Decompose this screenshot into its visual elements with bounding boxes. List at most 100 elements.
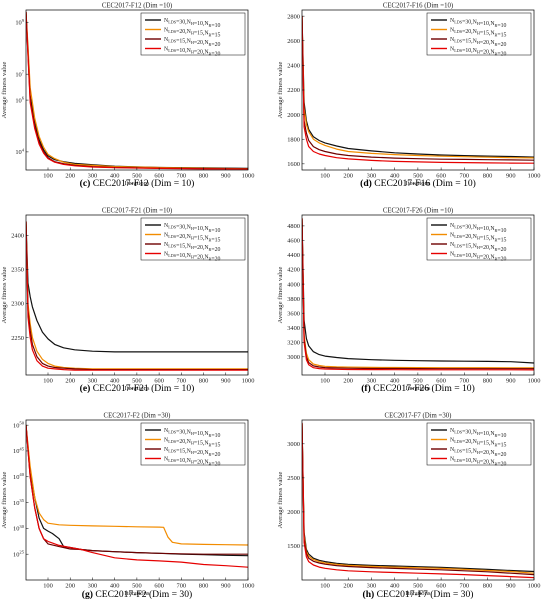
y-axis-label: Average fitness value [277,267,284,324]
y-tick-label: 1045 [13,446,25,455]
x-axis-label: Iterations [125,590,150,597]
x-tick-label: 400 [390,583,400,590]
x-tick-label: 600 [154,173,164,180]
legend-entry: NLDS=30,NH=10,NR=10 [164,18,221,29]
x-tick-label: 200 [343,378,353,385]
chart-panel-d: CEC2017-F16 (Dim =10) 100 200 300 400 500 600 7… [277,3,540,190]
series-line-2 [26,221,248,370]
y-tick-label: 3800 [287,296,300,303]
legend-entry: NLDS=10,NH=20,NR=20 [450,47,507,58]
legend-entry: NLDS=10,NH=20,NR=20 [450,252,507,263]
x-tick-label: 100 [320,583,330,590]
x-tick-label: 100 [320,378,330,385]
series-line-2 [302,422,534,574]
y-tick-label: 3000 [287,354,300,361]
x-tick-label: 700 [460,378,470,385]
x-tick-label: 200 [65,173,75,180]
legend-entry: NLDS=20,NH=15,NR=15 [450,233,507,244]
series-line-4 [302,15,534,164]
y-tick-label: 1035 [13,498,25,507]
legend-entry: NLDS=15,NH=20,NR=20 [164,447,221,458]
series-line-1 [302,218,534,364]
y-tick-label: 1500 [287,543,300,550]
x-tick-label: 800 [199,583,209,590]
x-axis-label: Iterations [125,180,150,187]
series-group [302,422,534,579]
y-tick-label: 3400 [287,325,300,332]
y-axis-label: Average fitness value [277,472,284,529]
y-tick-label: 2000 [287,112,300,119]
series-group [302,218,534,371]
chart-panel-h: CEC2017-F7 (Dim =30) 100 200 300 400 500 600 70… [277,413,540,601]
series-line-4 [302,422,534,579]
y-tick-label: 1800 [287,136,300,143]
y-tick-label: 2600 [287,38,300,45]
y-tick-label: 2250 [11,335,24,342]
y-tick-label: 2500 [287,475,300,482]
x-tick-label: 700 [177,378,187,385]
plot-title: CEC2017-F21 (Dim =10) [102,208,172,215]
x-tick-label: 300 [88,173,98,180]
y-tick-label: 3600 [287,310,300,317]
x-tick-label: 900 [221,173,231,180]
figure-caption: (e) CEC2017-F21 (Dim = 10) [80,383,195,394]
x-tick-label: 400 [390,378,400,385]
legend-entry: NLDS=15,NH=20,NR=20 [164,37,221,48]
y-tick-label: 3000 [287,441,300,448]
legend-entry: NLDS=20,NH=15,NR=15 [164,233,221,244]
x-tick-label: 900 [221,378,231,385]
x-tick-label: 400 [110,378,120,385]
figure-caption: (c) CEC2017-F12 (Dim = 10) [80,178,195,189]
x-tick-label: 1000 [528,378,541,385]
x-tick-label: 800 [199,173,209,180]
series-line-4 [26,221,248,371]
x-tick-label: 400 [390,173,400,180]
x-tick-label: 100 [43,583,53,590]
series-line-3 [302,422,534,576]
x-tick-label: 600 [436,173,446,180]
x-tick-label: 900 [506,378,516,385]
y-tick-label: 2800 [287,13,300,20]
figure-caption: (f) CEC2017-F26 (Dim = 10) [361,383,475,394]
plot-title: CEC2017-F2 (Dim =30) [104,413,171,420]
x-tick-label: 100 [43,378,53,385]
series-line-4 [26,11,248,170]
x-tick-label: 800 [483,378,493,385]
x-tick-label: 300 [88,378,98,385]
x-tick-label: 700 [177,583,187,590]
y-tick-label: 4000 [287,281,300,288]
y-tick-label: 2300 [11,301,24,308]
x-tick-label: 900 [221,583,231,590]
series-line-3 [302,15,534,161]
x-tick-label: 900 [506,173,516,180]
x-tick-label: 100 [320,173,330,180]
x-tick-label: 200 [343,173,353,180]
series-line-4 [26,424,248,568]
x-tick-label: 600 [154,583,164,590]
y-tick-label: 1050 [13,421,25,430]
y-tick-label: 106 [15,95,24,104]
series-line-2 [302,218,534,369]
y-tick-label: 2350 [11,267,24,274]
series-line-4 [302,218,534,371]
x-tick-label: 100 [43,173,53,180]
x-tick-label: 500 [132,378,142,385]
x-tick-label: 1000 [242,583,255,590]
x-tick-label: 1000 [528,583,541,590]
x-tick-label: 200 [65,583,75,590]
legend: NLDS=30,NH=10,NR=10NLDS=20,NH=15,NR=15NL… [426,422,532,467]
plot-title: CEC2017-F16 (Dim =10) [383,3,453,10]
series-line-3 [302,218,534,370]
plot-title: CEC2017-F12 (Dim =10) [102,3,172,10]
x-tick-label: 300 [367,378,377,385]
legend-entry: NLDS=20,NH=15,NR=15 [164,28,221,39]
y-tick-label: 4600 [287,238,300,245]
legend-entry: NLDS=15,NH=20,NR=20 [450,242,507,253]
x-tick-label: 400 [110,583,120,590]
series-group [26,424,248,568]
series-line-1 [302,422,534,573]
legend: NLDS=30,NH=10,NR=10NLDS=20,NH=15,NR=15NL… [140,217,246,262]
series-group [26,11,248,170]
y-tick-label: 2400 [287,63,300,70]
